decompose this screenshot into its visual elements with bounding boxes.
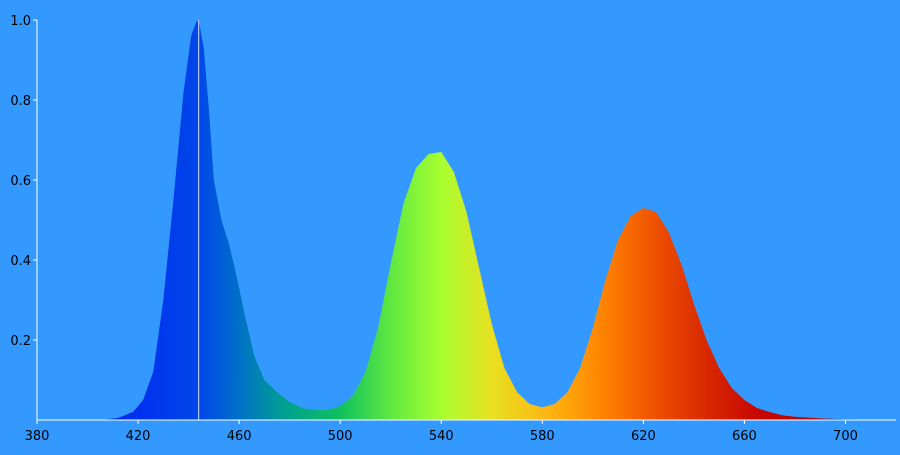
y-tick-label: 0.4 [10, 254, 31, 269]
x-tick-label: 660 [732, 429, 757, 444]
y-tick-label: 0.8 [10, 94, 31, 109]
spectrum-area [37, 20, 896, 420]
x-tick-label: 460 [227, 429, 252, 444]
x-tick-label: 700 [833, 429, 858, 444]
y-tick-label: 0.6 [10, 174, 31, 189]
y-tick-label: 0.2 [10, 334, 31, 349]
x-tick-label: 580 [530, 429, 555, 444]
x-tick-label: 380 [25, 429, 50, 444]
x-tick-label: 540 [429, 429, 454, 444]
x-tick-label: 500 [328, 429, 353, 444]
x-tick-label: 620 [631, 429, 656, 444]
x-tick-label: 420 [126, 429, 151, 444]
y-tick-label: 1.0 [10, 14, 31, 29]
